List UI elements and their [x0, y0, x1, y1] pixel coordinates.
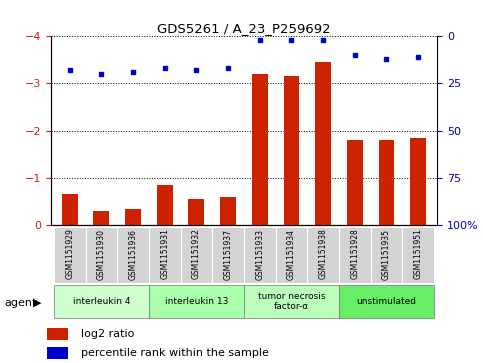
Title: GDS5261 / A_23_P259692: GDS5261 / A_23_P259692 [157, 22, 331, 35]
Text: log2 ratio: log2 ratio [81, 329, 135, 339]
Text: GSM1151935: GSM1151935 [382, 229, 391, 280]
Bar [315, 62, 331, 225]
FancyBboxPatch shape [54, 285, 149, 318]
Text: interleukin 13: interleukin 13 [165, 297, 228, 306]
Text: GSM1151936: GSM1151936 [128, 229, 138, 280]
Bar [379, 140, 394, 225]
Text: GSM1151951: GSM1151951 [413, 229, 423, 280]
FancyBboxPatch shape [276, 227, 307, 283]
FancyBboxPatch shape [402, 227, 434, 283]
FancyBboxPatch shape [339, 227, 370, 283]
Bar [188, 199, 204, 225]
Bar [125, 208, 141, 225]
Text: GSM1151932: GSM1151932 [192, 229, 201, 280]
FancyBboxPatch shape [244, 227, 276, 283]
Text: GSM1151929: GSM1151929 [65, 229, 74, 280]
Text: GSM1151938: GSM1151938 [319, 229, 327, 280]
Text: ▶: ▶ [33, 298, 42, 308]
Bar [220, 197, 236, 225]
Bar [47, 347, 69, 359]
FancyBboxPatch shape [117, 227, 149, 283]
Text: GSM1151931: GSM1151931 [160, 229, 169, 280]
FancyBboxPatch shape [85, 227, 117, 283]
Text: GSM1151930: GSM1151930 [97, 229, 106, 280]
FancyBboxPatch shape [181, 227, 212, 283]
Text: GSM1151934: GSM1151934 [287, 229, 296, 280]
FancyBboxPatch shape [339, 285, 434, 318]
Bar [47, 328, 69, 340]
FancyBboxPatch shape [54, 227, 85, 283]
Text: unstimulated: unstimulated [356, 297, 416, 306]
FancyBboxPatch shape [212, 227, 244, 283]
Text: GSM1151937: GSM1151937 [224, 229, 233, 280]
Bar [410, 138, 426, 225]
Text: GSM1151928: GSM1151928 [350, 229, 359, 279]
FancyBboxPatch shape [149, 285, 244, 318]
Bar [62, 195, 78, 225]
FancyBboxPatch shape [244, 285, 339, 318]
FancyBboxPatch shape [370, 227, 402, 283]
Text: interleukin 4: interleukin 4 [72, 297, 130, 306]
Text: agent: agent [5, 298, 37, 308]
FancyBboxPatch shape [307, 227, 339, 283]
Bar [284, 77, 299, 225]
Text: tumor necrosis
factor-α: tumor necrosis factor-α [257, 291, 325, 311]
Bar [252, 74, 268, 225]
Bar [94, 211, 109, 225]
Text: percentile rank within the sample: percentile rank within the sample [81, 348, 269, 358]
FancyBboxPatch shape [149, 227, 181, 283]
Bar [347, 140, 363, 225]
Bar [157, 185, 172, 225]
Text: GSM1151933: GSM1151933 [255, 229, 264, 280]
